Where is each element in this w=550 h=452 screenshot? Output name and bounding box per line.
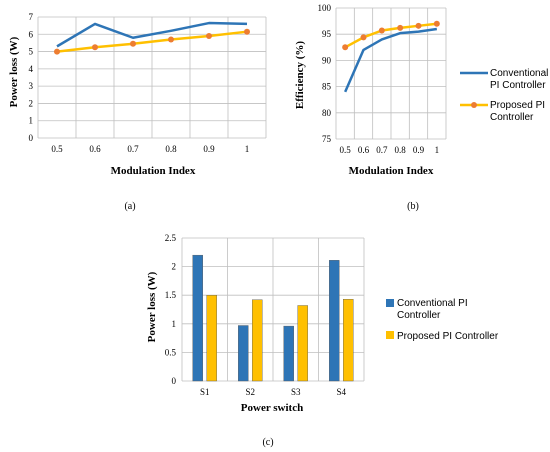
data-point-proposed bbox=[168, 36, 174, 43]
chart-a-x-axis-title: Modulation Index bbox=[111, 165, 196, 177]
legend-b-proposed-marker bbox=[471, 102, 477, 108]
chart-a-ticks: 0 1 2 3 4 5 6 7 0.5 0.6 0.7 0.8 0.9 1 bbox=[29, 12, 250, 154]
x-tick-label: 0.8 bbox=[165, 144, 177, 154]
y-tick-label: 2 bbox=[172, 262, 177, 272]
chart-c-bars bbox=[192, 254, 354, 382]
chart-a-panel-label: (a) bbox=[124, 201, 135, 212]
x-tick-label: 1 bbox=[245, 144, 250, 154]
data-point-proposed bbox=[130, 40, 136, 47]
x-tick-label: S3 bbox=[291, 387, 301, 397]
bar-proposed bbox=[343, 299, 354, 382]
data-point-proposed bbox=[92, 44, 98, 51]
legend-c-conventional-label-1: Conventional PI bbox=[397, 298, 468, 309]
chart-b: 75 80 85 90 95 100 0.5 0.6 0.7 0.8 0.9 1 Efficiency… bbox=[294, 3, 548, 212]
bar-conventional bbox=[283, 325, 294, 382]
bar-conventional bbox=[238, 325, 249, 382]
bar-conventional bbox=[192, 254, 203, 382]
chart-a-series bbox=[54, 21, 250, 55]
data-point-proposed bbox=[397, 24, 404, 31]
series-line-conventional bbox=[56, 21, 248, 48]
chart-b-series bbox=[342, 20, 440, 93]
data-point-proposed bbox=[415, 22, 422, 29]
series-line-conventional bbox=[344, 27, 438, 93]
data-point-proposed bbox=[378, 27, 385, 34]
x-tick-label: 1 bbox=[435, 145, 440, 155]
x-tick-label: 0.5 bbox=[340, 145, 352, 155]
chart-c-panel-label: (c) bbox=[262, 437, 273, 448]
x-tick-label: 0.7 bbox=[376, 145, 388, 155]
x-tick-label: 0.9 bbox=[203, 144, 215, 154]
chart-c-legend: Conventional PI Controller Proposed PI C… bbox=[386, 298, 499, 342]
chart-b-panel-label: (b) bbox=[407, 201, 419, 212]
data-point-proposed bbox=[433, 20, 440, 27]
chart-a-y-axis-title: Power loss (W) bbox=[8, 36, 20, 107]
y-tick-label: 3 bbox=[29, 81, 34, 91]
series-line-proposed bbox=[344, 22, 437, 49]
y-tick-label: 6 bbox=[29, 29, 34, 39]
data-point-proposed bbox=[54, 48, 60, 55]
y-tick-label: 4 bbox=[29, 64, 34, 74]
bar-conventional bbox=[329, 260, 340, 382]
chart-c: 0 0.5 1 1.5 2 2.5 S1 S2 S3 S4 Power loss (W) Powe… bbox=[146, 233, 499, 448]
chart-b-x-axis-title: Modulation Index bbox=[349, 165, 434, 177]
y-tick-label: 1 bbox=[29, 116, 34, 126]
x-tick-label: 0.6 bbox=[89, 144, 101, 154]
y-tick-label: 1.5 bbox=[165, 290, 177, 300]
legend-b-conventional-label-2: PI Controller bbox=[490, 80, 546, 91]
legend-c-proposed-label: Proposed PI Controller bbox=[397, 331, 499, 342]
chart-c-ticks: 0 0.5 1 1.5 2 2.5 S1 S2 S3 S4 bbox=[165, 233, 347, 397]
x-tick-label: 0.6 bbox=[358, 145, 370, 155]
legend-c-conventional-swatch bbox=[386, 299, 394, 307]
legend-c-conventional-label-2: Controller bbox=[397, 310, 441, 321]
y-tick-label: 1 bbox=[172, 319, 177, 329]
chart-c-x-axis-title: Power switch bbox=[241, 402, 303, 414]
data-point-proposed bbox=[360, 34, 367, 41]
x-tick-label: S4 bbox=[336, 387, 346, 397]
y-tick-label: 90 bbox=[322, 55, 332, 65]
y-tick-label: 0 bbox=[172, 376, 177, 386]
bar-proposed bbox=[206, 295, 217, 382]
y-tick-label: 7 bbox=[29, 12, 34, 22]
data-point-proposed bbox=[206, 33, 212, 40]
y-tick-label: 2 bbox=[29, 98, 34, 108]
y-tick-label: 0 bbox=[29, 133, 34, 143]
x-tick-label: 0.5 bbox=[51, 144, 63, 154]
data-point-proposed bbox=[244, 28, 250, 35]
legend-b-proposed-label-2: Controller bbox=[490, 112, 534, 123]
x-tick-label: 0.8 bbox=[395, 145, 407, 155]
x-tick-label: S1 bbox=[200, 387, 210, 397]
legend-b-proposed-label-1: Proposed PI bbox=[490, 100, 545, 111]
data-point-proposed bbox=[342, 44, 349, 51]
y-tick-label: 2.5 bbox=[165, 233, 177, 243]
chart-b-ticks: 75 80 85 90 95 100 0.5 0.6 0.7 0.8 0.9 1 bbox=[318, 3, 440, 155]
y-tick-label: 80 bbox=[322, 108, 332, 118]
y-tick-label: 0.5 bbox=[165, 347, 177, 357]
x-tick-label: 0.7 bbox=[127, 144, 139, 154]
chart-b-grid bbox=[335, 7, 447, 140]
legend-c-proposed-swatch bbox=[386, 331, 394, 339]
x-tick-label: S2 bbox=[245, 387, 255, 397]
chart-c-y-axis-title: Power loss (W) bbox=[146, 271, 158, 342]
bar-proposed bbox=[297, 305, 308, 382]
bar-proposed bbox=[252, 299, 263, 382]
series-line-proposed bbox=[56, 30, 248, 53]
y-tick-label: 75 bbox=[322, 134, 332, 144]
legend-b-conventional-label-1: Conventional bbox=[490, 68, 548, 79]
chart-b-legend: Conventional PI Controller Proposed PI C… bbox=[460, 68, 548, 123]
x-tick-label: 0.9 bbox=[413, 145, 425, 155]
y-tick-label: 100 bbox=[318, 3, 332, 13]
chart-a-grid bbox=[37, 16, 267, 139]
chart-b-y-axis-title: Efficiency (%) bbox=[294, 41, 306, 109]
y-tick-label: 85 bbox=[322, 82, 332, 92]
y-tick-label: 5 bbox=[29, 47, 34, 57]
y-tick-label: 95 bbox=[322, 29, 332, 39]
